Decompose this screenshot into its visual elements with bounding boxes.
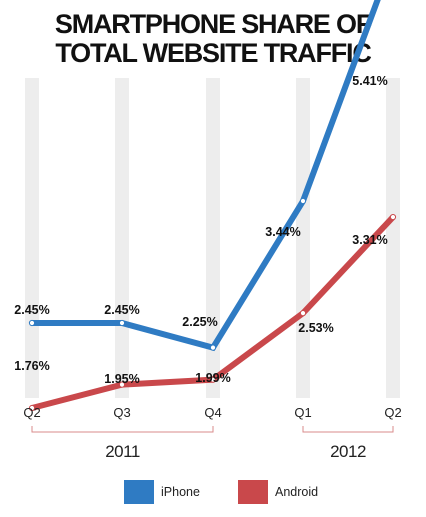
chart-title-line-2: TOTAL WEBSITE TRAFFIC [55, 38, 371, 68]
iphone-legend-swatch [124, 480, 154, 504]
x-tick-label: Q3 [113, 405, 130, 420]
android-value-label: 1.76% [14, 359, 49, 373]
android-value-label: 1.99% [195, 371, 230, 385]
android-value-label: 2.53% [298, 321, 333, 335]
android-value-label: 1.95% [104, 372, 139, 386]
iphone-value-label: 3.44% [265, 225, 300, 239]
android-legend-label: Android [275, 485, 318, 499]
iphone-value-label: 5.41% [352, 74, 387, 88]
legend: iPhone Android [124, 480, 318, 504]
year-label: 2012 [330, 442, 366, 461]
grid-band [115, 78, 129, 398]
year-brackets: 2011 2012 [31, 426, 394, 461]
x-tick-label: Q1 [294, 405, 311, 420]
android-point [299, 310, 307, 317]
iphone-value-label: 2.45% [14, 303, 49, 317]
iphone-value-label: 2.25% [182, 315, 217, 329]
chart-title-line-1: SMARTPHONE SHARE OF [55, 9, 372, 39]
x-tick-label: Q2 [23, 405, 40, 420]
android-legend-swatch [238, 480, 268, 504]
series-layer [28, 0, 397, 412]
iphone-point [28, 319, 36, 327]
iphone-point [209, 344, 217, 351]
android-value-label: 3.31% [352, 233, 387, 247]
android-point [28, 404, 36, 412]
data-labels: 2.45% 2.45% 2.25% 3.44% 5.41% 1.76% 1.95% 1.99%… [14, 74, 387, 386]
year-label: 2011 [105, 442, 140, 461]
android-point [389, 213, 397, 221]
year-bracket [302, 426, 394, 433]
grid-band [206, 78, 220, 398]
iphone-point [299, 197, 307, 205]
grid-band [25, 78, 39, 398]
x-tick-label: Q2 [384, 405, 401, 420]
x-axis-ticks: Q2 Q3 Q4 Q1 Q2 [23, 405, 401, 420]
android-point [118, 381, 126, 388]
iphone-value-label: 2.45% [104, 303, 139, 317]
iphone-legend-label: iPhone [161, 485, 200, 499]
android-point [209, 376, 217, 383]
iphone-point [118, 319, 126, 327]
x-tick-label: Q4 [204, 405, 221, 420]
grid-band [386, 78, 400, 398]
year-bracket [31, 426, 214, 433]
